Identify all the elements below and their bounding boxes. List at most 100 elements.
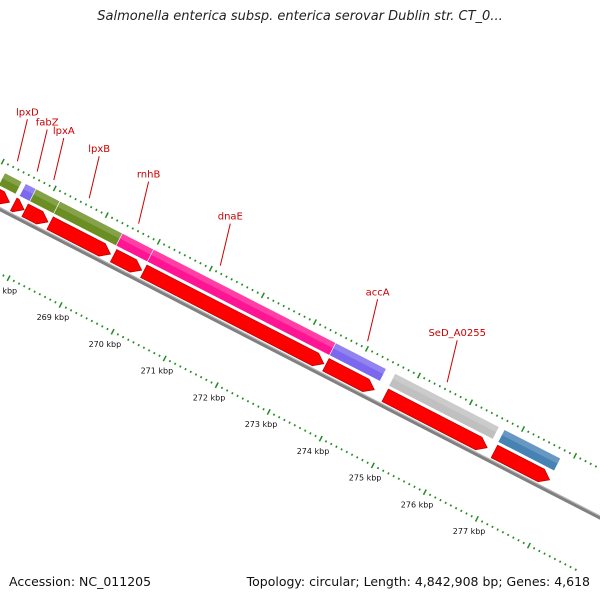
minor-tick bbox=[542, 438, 546, 442]
minor-tick bbox=[220, 386, 224, 390]
cds-arrow bbox=[46, 216, 112, 257]
minor-tick bbox=[121, 335, 125, 339]
minor-tick bbox=[49, 298, 52, 301]
gene-label-leader bbox=[446, 340, 458, 383]
minor-tick bbox=[43, 181, 46, 185]
major-tick bbox=[0, 158, 5, 165]
major-tick bbox=[162, 355, 167, 362]
minor-tick bbox=[387, 472, 390, 475]
gene-label-leader bbox=[138, 181, 150, 224]
minor-tick bbox=[80, 314, 83, 317]
minor-tick bbox=[147, 349, 151, 352]
minor-tick bbox=[74, 197, 77, 201]
minor-tick bbox=[522, 541, 525, 545]
minor-tick bbox=[324, 440, 328, 443]
minor-tick bbox=[152, 237, 155, 241]
major-tick bbox=[6, 275, 11, 282]
minor-tick bbox=[334, 331, 337, 335]
minor-tick bbox=[309, 432, 312, 435]
minor-tick bbox=[329, 328, 332, 332]
minor-tick bbox=[475, 403, 478, 407]
kbp-label: 273 kbp bbox=[245, 420, 278, 429]
minor-tick bbox=[517, 539, 520, 542]
minor-tick bbox=[506, 419, 509, 423]
major-tick bbox=[58, 301, 63, 308]
minor-tick bbox=[356, 456, 359, 459]
gene-block-unnamed bbox=[497, 429, 562, 472]
minor-tick bbox=[548, 555, 551, 558]
minor-tick bbox=[464, 398, 467, 401]
minor-tick bbox=[17, 282, 21, 285]
minor-tick bbox=[350, 453, 354, 456]
gene-label-acca: accA bbox=[366, 287, 390, 298]
minor-tick bbox=[330, 442, 333, 446]
gene-label-lpxb: lpxB bbox=[88, 144, 110, 155]
minor-tick bbox=[162, 243, 166, 246]
minor-tick bbox=[412, 371, 415, 375]
minor-tick bbox=[64, 306, 68, 309]
major-tick bbox=[422, 489, 427, 496]
minor-tick bbox=[491, 525, 494, 529]
gene-block-highlight bbox=[119, 233, 154, 255]
minor-tick bbox=[506, 533, 510, 537]
minor-tick bbox=[225, 389, 229, 392]
kbp-label: 268 kbp bbox=[0, 286, 17, 295]
major-tick bbox=[214, 382, 219, 389]
accession-text: Accession: NC_011205 bbox=[9, 574, 152, 589]
gene-block-lpxd bbox=[0, 172, 23, 195]
minor-tick bbox=[95, 208, 98, 212]
minor-tick bbox=[54, 301, 57, 304]
minor-tick bbox=[116, 219, 119, 222]
minor-tick bbox=[443, 387, 447, 391]
gene-label-leader bbox=[53, 137, 65, 181]
minor-tick bbox=[158, 354, 161, 358]
minor-tick bbox=[568, 451, 572, 455]
major-tick bbox=[416, 372, 422, 379]
gene-label-leader bbox=[219, 223, 231, 266]
minor-tick bbox=[220, 272, 223, 276]
minor-tick bbox=[17, 168, 20, 171]
minor-tick bbox=[345, 450, 348, 454]
minor-tick bbox=[382, 469, 385, 473]
minor-tick bbox=[214, 270, 218, 273]
minor-tick bbox=[397, 477, 401, 481]
outer-tick-row bbox=[0, 158, 600, 470]
minor-tick bbox=[423, 376, 426, 380]
minor-tick bbox=[178, 251, 181, 254]
minor-tick bbox=[153, 351, 156, 355]
minor-tick bbox=[90, 205, 93, 209]
kbp-label: 271 kbp bbox=[141, 367, 174, 376]
minor-tick bbox=[168, 359, 172, 363]
minor-tick bbox=[266, 296, 270, 300]
minor-tick bbox=[173, 248, 176, 252]
minor-tick bbox=[136, 229, 140, 233]
kbp-label: 276 kbp bbox=[401, 500, 434, 509]
minor-tick bbox=[470, 514, 473, 518]
gene-label-leader bbox=[88, 156, 100, 199]
minor-tick bbox=[278, 416, 281, 419]
minor-tick bbox=[241, 397, 244, 400]
minor-tick bbox=[434, 496, 437, 499]
minor-tick bbox=[553, 557, 557, 561]
minor-tick bbox=[350, 339, 353, 343]
minor-tick bbox=[594, 465, 598, 468]
minor-tick bbox=[532, 547, 536, 550]
minor-tick bbox=[511, 422, 514, 425]
minor-tick bbox=[303, 315, 306, 319]
minor-tick bbox=[532, 433, 535, 436]
minor-tick bbox=[449, 504, 453, 507]
minor-tick bbox=[366, 461, 369, 464]
map-title: Salmonella enterica subsp. enterica sero… bbox=[97, 9, 503, 24]
minor-tick bbox=[418, 488, 421, 491]
minor-tick bbox=[11, 165, 15, 169]
minor-tick bbox=[553, 443, 556, 447]
backbone-highlight bbox=[0, 206, 600, 517]
minor-tick bbox=[257, 405, 260, 408]
minor-tick bbox=[564, 563, 567, 566]
minor-tick bbox=[402, 480, 406, 483]
major-tick bbox=[110, 328, 115, 335]
backbone bbox=[0, 206, 600, 520]
minor-tick bbox=[480, 520, 484, 523]
minor-tick bbox=[6, 163, 10, 166]
minor-tick bbox=[205, 378, 208, 382]
